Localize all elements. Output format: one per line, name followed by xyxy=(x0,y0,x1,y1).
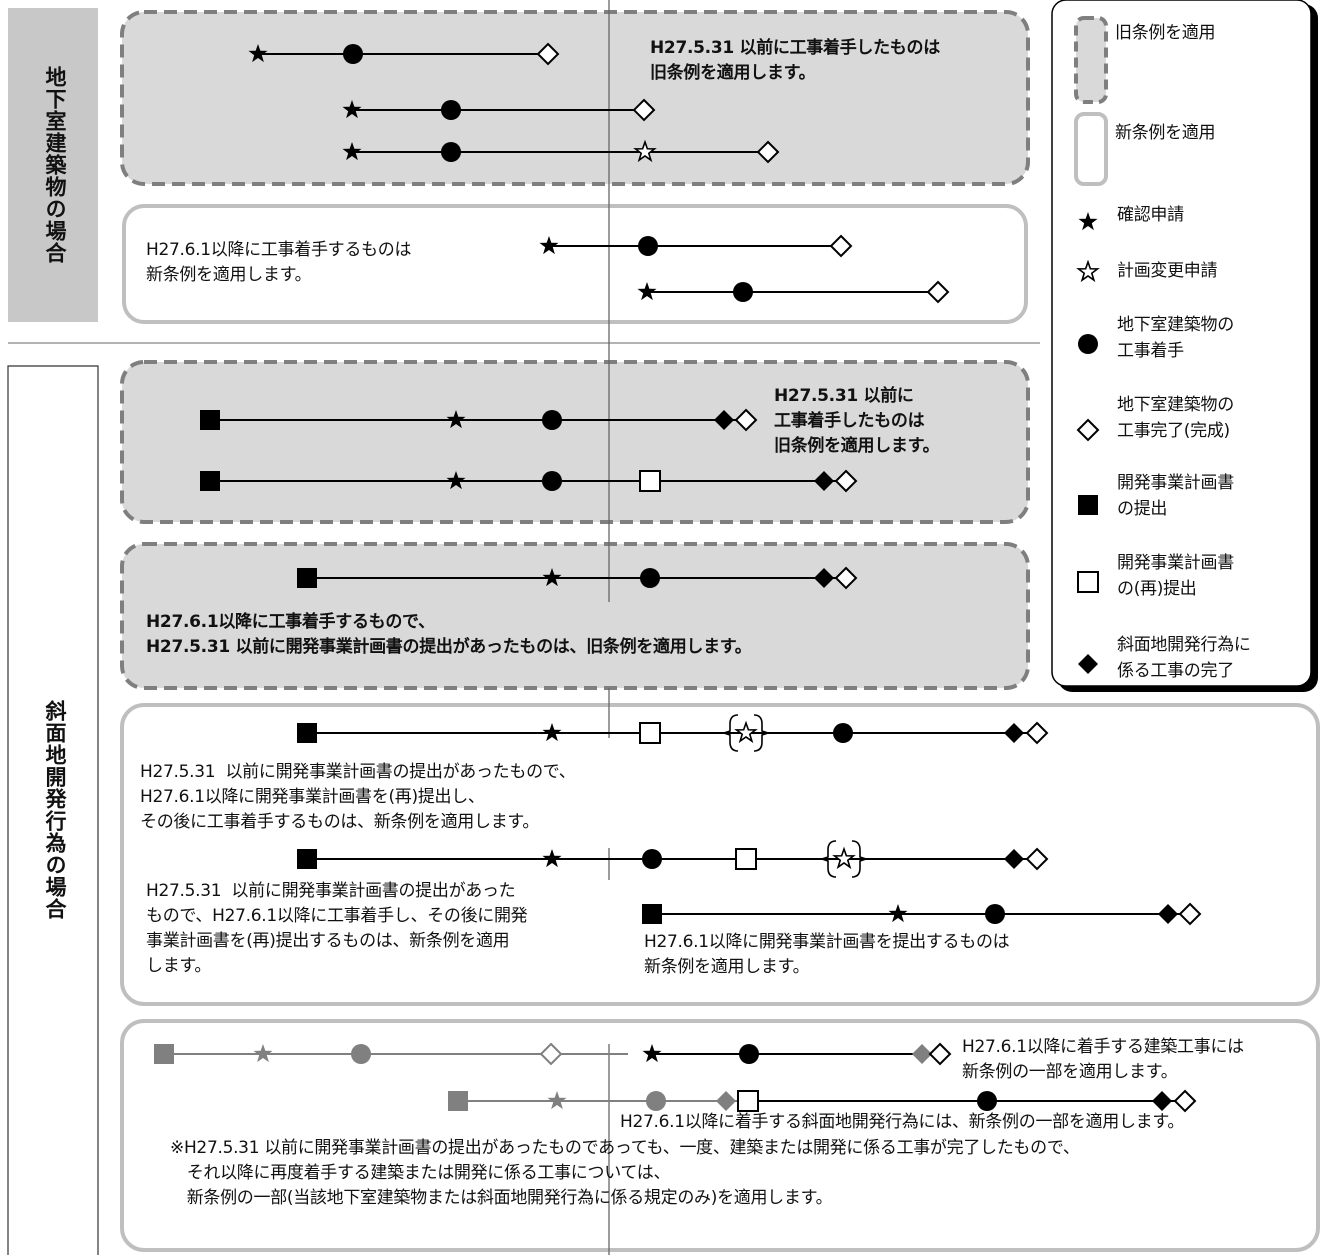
legend-resubmit-label: 開発事業計画書 の(再)提出 xyxy=(1117,553,1234,599)
slope-complete-diamond-mark xyxy=(1152,1091,1172,1111)
text-partial-slope: H27.6.1以降に着手する斜面地開発行為には、新条例の一部を適用します。 xyxy=(620,1112,1185,1132)
text-partial-building: H27.6.1以降に着手する建築工事には 新条例の一部を適用します。 xyxy=(962,1037,1244,1082)
start-circle-mark xyxy=(985,904,1005,924)
complete-diamond-mark xyxy=(928,1042,952,1066)
submit-square-mark xyxy=(642,904,662,924)
legend-box xyxy=(1051,0,1312,687)
text-slope-old-2: H27.6.1以降に工事着手するもので、 H27.5.31 以前に開発事業計画書… xyxy=(146,612,752,657)
group-box-4 xyxy=(120,542,1030,690)
slope-complete-diamond-mark xyxy=(1004,849,1024,869)
slope-complete-diamond-mark xyxy=(714,410,734,430)
start-circle-mark xyxy=(343,44,363,64)
slope-complete-diamond-mark xyxy=(814,568,834,588)
complete-diamond-mark xyxy=(834,566,858,590)
complete-diamond-mark xyxy=(926,280,950,304)
legend-new-swatch xyxy=(1074,112,1108,186)
slope-complete-diamond-mark xyxy=(716,1091,736,1111)
legend-old-label: 旧条例を適用 xyxy=(1115,23,1216,43)
complete-diamond-mark xyxy=(539,1042,563,1066)
resubmit-square-mark xyxy=(639,470,661,492)
resubmit-square-mark xyxy=(1077,571,1099,593)
start-circle-mark xyxy=(977,1091,997,1111)
legend-slope-complete-label: 斜面地開発行為に 係る工事の完了 xyxy=(1117,635,1251,681)
start-circle-mark xyxy=(646,1091,666,1111)
submit-square-mark xyxy=(200,410,220,430)
start-circle-mark xyxy=(739,1044,759,1064)
text-slope-new-3: H27.6.1以降に開発事業計画書を提出するものは 新条例を適用します。 xyxy=(644,932,1010,977)
start-circle-mark xyxy=(733,282,753,302)
start-circle-mark xyxy=(642,849,662,869)
section-underground-bg xyxy=(8,8,98,322)
legend-old-swatch xyxy=(1074,16,1108,104)
start-circle-mark xyxy=(351,1044,371,1064)
slope-complete-diamond-mark xyxy=(912,1044,932,1064)
section-label-slope: 斜面地開発行為の場合 xyxy=(43,700,67,920)
legend-start-label: 地下室建築物の 工事着手 xyxy=(1117,315,1234,361)
resubmit-square-mark xyxy=(639,722,661,744)
start-circle-mark xyxy=(1078,334,1098,354)
slope-complete-diamond-mark xyxy=(1078,654,1098,674)
submit-square-mark xyxy=(1078,495,1098,515)
text-slope-new-1: H27.5.31 以前に開発事業計画書の提出があったもので、 H27.6.1以降… xyxy=(140,762,576,832)
start-circle-mark xyxy=(638,236,658,256)
submit-square-mark xyxy=(200,471,220,491)
start-circle-mark xyxy=(542,471,562,491)
submit-square-mark xyxy=(297,723,317,743)
complete-diamond-mark xyxy=(829,234,853,258)
legend-confirm-label: 確認申請 xyxy=(1117,205,1184,225)
start-circle-mark xyxy=(833,723,853,743)
complete-diamond-mark xyxy=(536,42,560,66)
legend-plan-change-label: 計画変更申請 xyxy=(1117,261,1218,281)
start-circle-mark xyxy=(640,568,660,588)
text-underground-new: H27.6.1以降に工事着手するものは 新条例を適用します。 xyxy=(146,240,412,285)
complete-diamond-mark xyxy=(834,469,858,493)
legend-complete-label: 地下室建築物の 工事完了(完成) xyxy=(1117,395,1234,441)
resubmit-square-mark xyxy=(737,1090,759,1112)
start-circle-mark xyxy=(441,100,461,120)
complete-diamond-mark xyxy=(632,98,656,122)
section-label-underground: 地下室建築物の場合 xyxy=(43,66,67,264)
text-underground-old: H27.5.31 以前に工事着手したものは 旧条例を適用します。 xyxy=(650,38,940,83)
start-circle-mark xyxy=(441,142,461,162)
submit-square-mark xyxy=(297,568,317,588)
bracket-mark xyxy=(721,714,771,752)
submit-square-mark xyxy=(448,1091,468,1111)
complete-diamond-mark xyxy=(734,408,758,432)
group-box-5 xyxy=(120,703,1320,1006)
bracket-mark xyxy=(819,840,869,878)
slope-complete-diamond-mark xyxy=(814,471,834,491)
legend-new-label: 新条例を適用 xyxy=(1115,123,1216,143)
slope-complete-diamond-mark xyxy=(1158,904,1178,924)
complete-diamond-mark xyxy=(1076,418,1100,442)
complete-diamond-mark xyxy=(1025,847,1049,871)
text-slope-new-2: H27.5.31 以前に開発事業計画書の提出があった もので、H27.6.1以降… xyxy=(146,881,528,976)
slope-complete-diamond-mark xyxy=(1004,723,1024,743)
complete-diamond-mark xyxy=(756,140,780,164)
legend-submit-label: 開発事業計画書 の提出 xyxy=(1117,473,1234,519)
complete-diamond-mark xyxy=(1025,721,1049,745)
complete-diamond-mark xyxy=(1178,902,1202,926)
submit-square-mark xyxy=(297,849,317,869)
complete-diamond-mark xyxy=(1173,1089,1197,1113)
text-footnote: ※H27.5.31 以前に開発事業計画書の提出があったものであっても、一度、建築… xyxy=(170,1138,1080,1208)
section-slope-bracket xyxy=(7,365,99,1255)
resubmit-square-mark xyxy=(735,848,757,870)
submit-square-mark xyxy=(154,1044,174,1064)
start-circle-mark xyxy=(542,410,562,430)
group-box-6 xyxy=(120,1019,1320,1252)
text-slope-old-1: H27.5.31 以前に 工事着手したものは 旧条例を適用します。 xyxy=(774,386,940,456)
